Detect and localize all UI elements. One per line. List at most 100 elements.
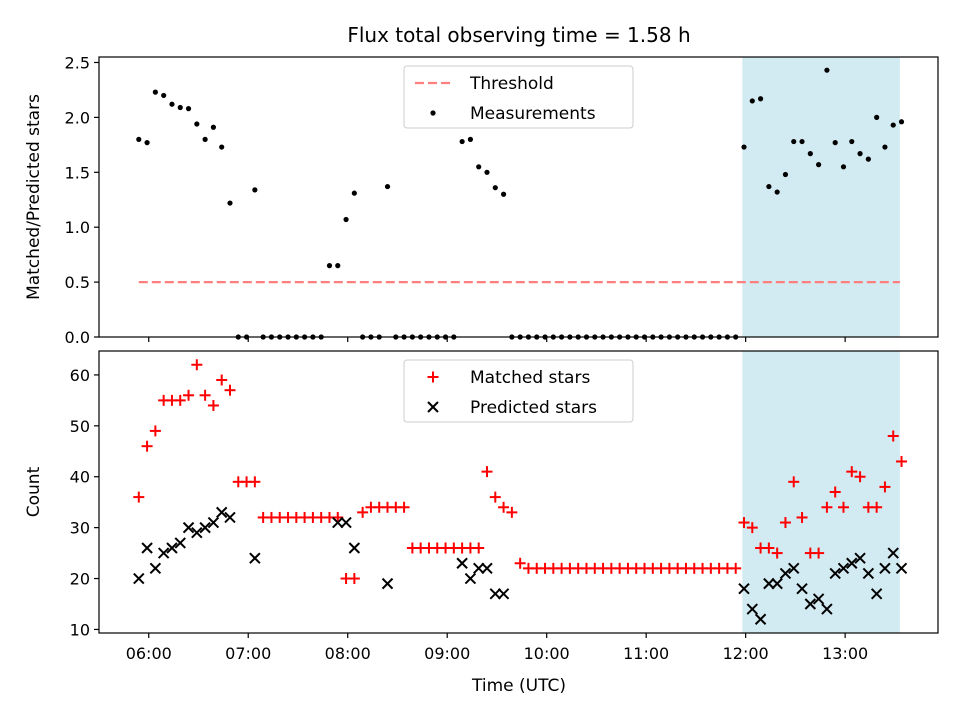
predicted-star-marker bbox=[174, 537, 186, 549]
measurement-point bbox=[343, 216, 349, 223]
matched-star-marker bbox=[348, 573, 360, 585]
legend-label: Measurements bbox=[470, 104, 596, 124]
predicted-star-marker bbox=[224, 511, 236, 524]
legend: Matched stars Predicted stars bbox=[403, 359, 634, 423]
predicted-star-marker bbox=[854, 552, 866, 564]
matched-star-marker bbox=[763, 542, 775, 554]
measurement-point bbox=[177, 104, 183, 111]
predicted-star-marker bbox=[796, 583, 808, 595]
y-tick-label: 0.5 bbox=[65, 273, 90, 292]
y-axis-label: Count bbox=[24, 466, 44, 517]
x-tick-label: 07:00 bbox=[225, 644, 271, 663]
measurement-point bbox=[757, 96, 764, 102]
measurement-point bbox=[136, 136, 142, 142]
y-axis-label: Matched/Predicted stars bbox=[24, 94, 44, 300]
legend-matched-swatch bbox=[427, 371, 439, 383]
matched-star-marker bbox=[771, 547, 783, 559]
matched-star-marker bbox=[829, 486, 841, 498]
matched-star-marker bbox=[837, 501, 849, 513]
axes-frame bbox=[98, 56, 939, 338]
measurement-point bbox=[210, 124, 217, 130]
predicted-star-marker bbox=[837, 562, 850, 575]
predicted-star-marker bbox=[141, 542, 153, 554]
matched-star-marker bbox=[514, 557, 526, 569]
chart-title: Flux total observing time = 1.58 h bbox=[347, 23, 690, 47]
y-tick-label: 60 bbox=[70, 366, 90, 385]
y-tick-label: 10 bbox=[70, 620, 90, 639]
predicted-star-marker bbox=[829, 567, 841, 580]
y-tick-label: 1.5 bbox=[65, 163, 90, 182]
matched-star-marker bbox=[498, 501, 510, 513]
x-tick-label: 06:00 bbox=[126, 644, 172, 663]
matched-star-marker bbox=[481, 466, 493, 478]
measurement-point bbox=[824, 67, 830, 73]
measurement-point bbox=[882, 144, 888, 150]
measurement-point bbox=[832, 140, 838, 146]
matched-star-marker bbox=[813, 547, 825, 559]
measurement-point bbox=[890, 122, 896, 128]
matched-star-marker bbox=[183, 389, 195, 401]
legend-predicted-swatch bbox=[427, 401, 439, 413]
predicted-star-marker bbox=[249, 552, 261, 564]
matched-star-marker bbox=[821, 501, 833, 513]
predicted-star-marker bbox=[456, 557, 468, 569]
measurement-point bbox=[741, 144, 747, 150]
matched-star-marker bbox=[133, 491, 145, 503]
matched-star-marker bbox=[357, 506, 369, 518]
measurement-point bbox=[500, 191, 507, 197]
y-tick-label: 2.0 bbox=[65, 108, 90, 127]
matched-star-marker bbox=[879, 481, 891, 493]
measurement-point bbox=[219, 144, 225, 150]
y-tick-label: 40 bbox=[70, 468, 90, 487]
y-tick-label: 2.5 bbox=[65, 53, 90, 72]
predicted-star-marker bbox=[215, 506, 228, 519]
predicted-star-marker bbox=[870, 588, 883, 600]
predicted-star-marker bbox=[887, 547, 899, 559]
measurement-point bbox=[816, 162, 822, 168]
measurement-point bbox=[807, 151, 813, 157]
matched-star-marker bbox=[473, 542, 485, 554]
predicted-star-marker bbox=[481, 562, 493, 575]
matched-star-marker bbox=[149, 425, 161, 437]
matched-star-marker bbox=[738, 517, 750, 529]
legend: Threshold Measurements bbox=[403, 65, 634, 129]
measurement-point bbox=[185, 106, 192, 112]
predicted-star-marker bbox=[754, 613, 767, 625]
matched-star-marker bbox=[489, 491, 501, 503]
x-axis-label: Time (UTC) bbox=[471, 676, 566, 696]
legend-label: Matched stars bbox=[470, 368, 590, 388]
measurement-point bbox=[169, 101, 175, 107]
predicted-star-marker bbox=[497, 588, 510, 600]
measurement-point bbox=[492, 185, 498, 191]
measurement-point bbox=[252, 187, 258, 193]
x-tick-label: 08:00 bbox=[325, 644, 371, 663]
bottom-panel: 10 20 30 40 50 60 06:00 07:00 08:00 09:00 10:00 11:… bbox=[24, 350, 939, 663]
matched-star-marker bbox=[174, 394, 186, 406]
y-tick-label: 50 bbox=[70, 417, 90, 436]
predicted-star-marker bbox=[746, 603, 758, 615]
predicted-star-marker bbox=[846, 557, 858, 569]
predicted-star-marker bbox=[332, 516, 344, 529]
predicted-star-marker bbox=[348, 542, 361, 554]
matched-star-marker bbox=[199, 389, 211, 401]
measurement-point bbox=[467, 136, 474, 142]
matched-star-marker bbox=[398, 501, 410, 513]
matched-star-marker bbox=[746, 522, 758, 534]
measurement-point bbox=[749, 98, 755, 104]
matched-star-marker bbox=[207, 399, 219, 411]
predicted-star-marker bbox=[149, 562, 162, 575]
measurement-point bbox=[326, 263, 333, 269]
matched-star-marker bbox=[788, 476, 800, 488]
matched-star-marker bbox=[249, 476, 261, 488]
legend-box bbox=[403, 359, 634, 423]
predicted-star-marker bbox=[804, 598, 817, 610]
measurement-point bbox=[351, 190, 357, 196]
measurement-point bbox=[865, 156, 871, 162]
y-tick-label: 30 bbox=[70, 519, 90, 538]
measurement-point bbox=[791, 138, 797, 145]
matched-star-marker bbox=[216, 374, 228, 386]
measurement-point bbox=[766, 183, 772, 190]
predicted-star-marker bbox=[381, 577, 394, 590]
matched-star-marker bbox=[796, 511, 808, 523]
